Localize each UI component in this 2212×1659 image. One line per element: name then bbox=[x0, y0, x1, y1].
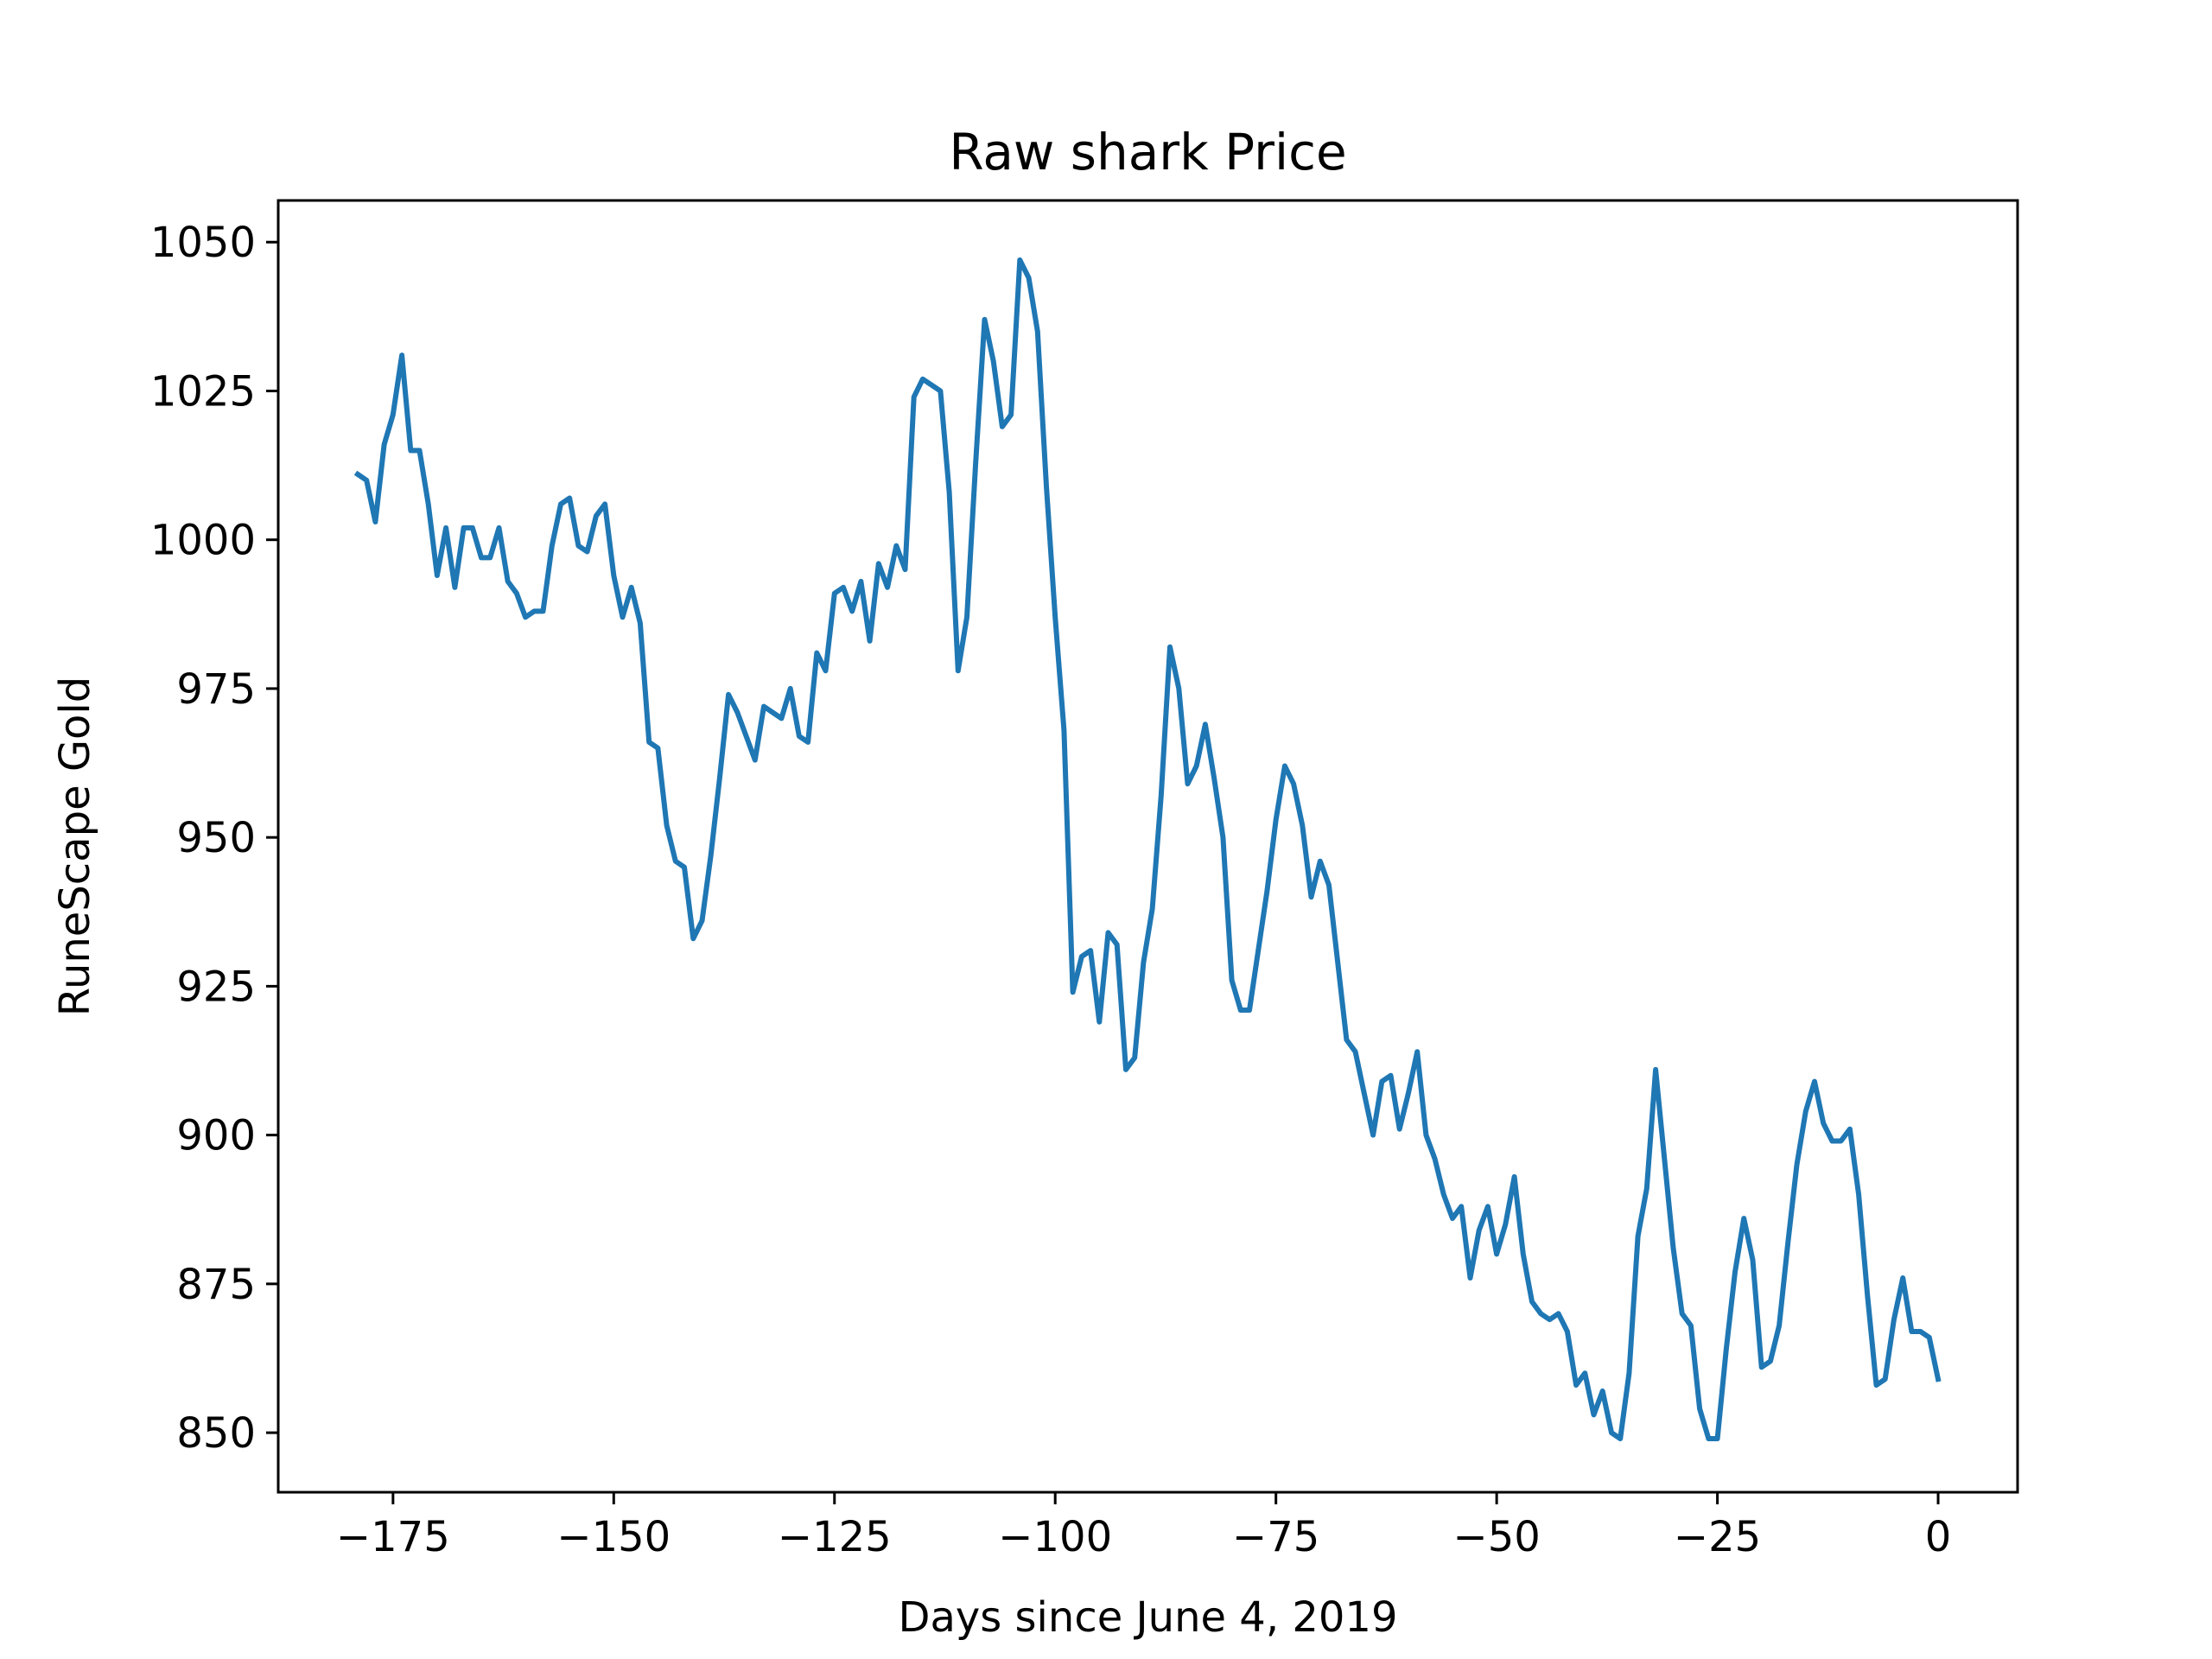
y-tick-label: 1000 bbox=[150, 517, 256, 565]
y-tick-label: 925 bbox=[176, 963, 256, 1011]
series-line bbox=[353, 257, 1942, 1441]
y-tick-label: 900 bbox=[176, 1112, 256, 1160]
y-axis-label: RuneScape Gold bbox=[51, 677, 99, 1016]
x-axis-ticks: −175 −150 −125 −100 −75 −50 −25 0 bbox=[336, 1492, 1951, 1561]
series-layer bbox=[353, 257, 1942, 1441]
y-tick-label: 875 bbox=[176, 1261, 256, 1309]
y-axis-ticks: 850 875 900 925 950 975 1000 1025 1050 bbox=[150, 219, 278, 1458]
x-tick-label: −25 bbox=[1674, 1513, 1761, 1561]
x-axis-label: Days since June 4, 2019 bbox=[899, 1593, 1398, 1642]
y-tick-label: 1050 bbox=[150, 219, 256, 267]
y-tick-label: 950 bbox=[176, 814, 256, 862]
y-tick-label: 850 bbox=[176, 1409, 256, 1458]
x-tick-label: −50 bbox=[1452, 1513, 1540, 1561]
x-tick-label: −75 bbox=[1232, 1513, 1319, 1561]
x-tick-label: −100 bbox=[998, 1513, 1112, 1561]
x-tick-label: −175 bbox=[336, 1513, 450, 1561]
chart-title: Raw shark Price bbox=[949, 123, 1346, 181]
x-tick-label: 0 bbox=[1925, 1513, 1952, 1561]
plot-area-frame bbox=[276, 199, 2019, 1494]
y-tick-label: 1025 bbox=[150, 367, 256, 416]
x-tick-label: −125 bbox=[778, 1513, 892, 1561]
y-tick-label: 975 bbox=[176, 665, 256, 714]
x-tick-label: −150 bbox=[556, 1513, 671, 1561]
